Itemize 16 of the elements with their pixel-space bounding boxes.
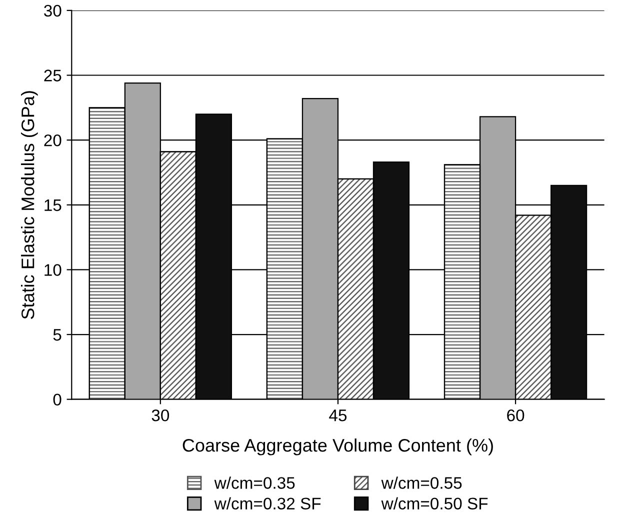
y-tick-label: 25 bbox=[44, 70, 62, 82]
y-tick-label: 0 bbox=[53, 394, 62, 406]
y-tick-label: 5 bbox=[53, 329, 62, 341]
x-tick-label: 45 bbox=[329, 410, 347, 422]
x-axis-title: Coarse Aggregate Volume Content (%) bbox=[182, 438, 493, 456]
legend-label: w/cm=0.35 bbox=[214, 476, 295, 489]
y-tick-label: 15 bbox=[44, 199, 62, 212]
x-tick-label: 60 bbox=[507, 409, 524, 422]
y-tick-label: 10 bbox=[44, 264, 62, 276]
y-axis-title: Static Elastic Modulus (GPa) bbox=[21, 91, 38, 319]
x-tick-label: 30 bbox=[152, 409, 170, 422]
y-tick-label: 30 bbox=[44, 4, 62, 17]
legend-label: w/cm=0.50 SF bbox=[381, 497, 488, 510]
legend-label: w/cm=0.55 bbox=[381, 476, 462, 489]
legend-label: w/cm=0.32 SF bbox=[214, 497, 321, 510]
y-tick-label: 20 bbox=[44, 134, 62, 146]
